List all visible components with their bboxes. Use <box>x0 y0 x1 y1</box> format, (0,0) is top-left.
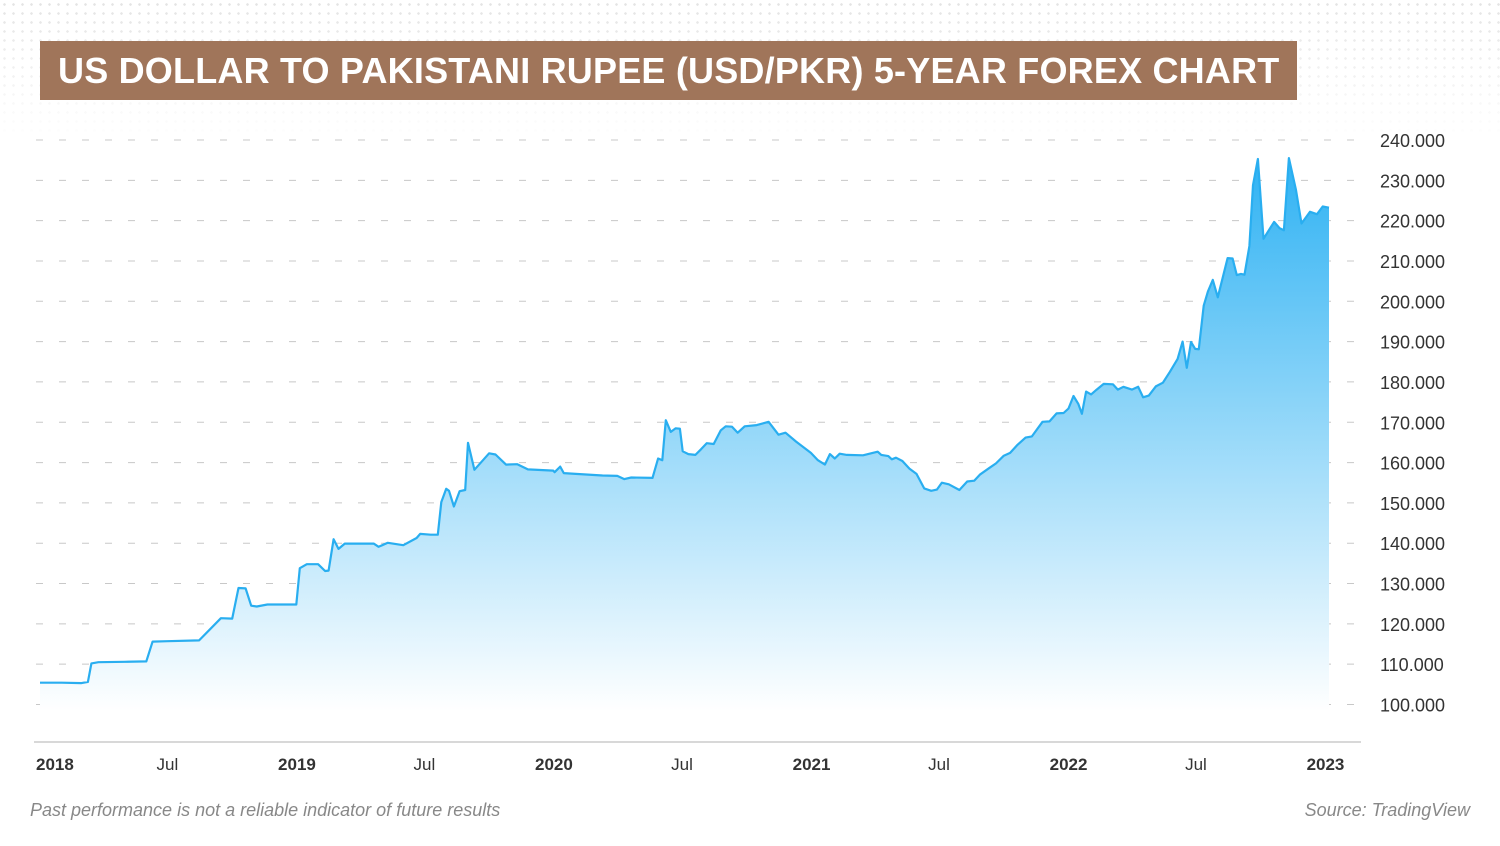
y-tick-label: 230.000 <box>1380 171 1445 191</box>
y-tick-label: 120.000 <box>1380 615 1445 635</box>
y-tick-label: 100.000 <box>1380 696 1445 716</box>
x-tick-label: Jul <box>928 755 950 774</box>
x-tick-label: Jul <box>671 755 693 774</box>
y-tick-label: 170.000 <box>1380 413 1445 433</box>
y-tick-label: 130.000 <box>1380 575 1445 595</box>
y-tick-label: 160.000 <box>1380 454 1445 474</box>
y-tick-label: 140.000 <box>1380 534 1445 554</box>
x-tick-label: 2020 <box>535 755 573 774</box>
area-fill <box>40 158 1329 712</box>
chart-title: US DOLLAR TO PAKISTANI RUPEE (USD/PKR) 5… <box>58 49 1280 91</box>
y-tick-label: 210.000 <box>1380 252 1445 272</box>
y-tick-label: 200.000 <box>1380 292 1445 312</box>
x-tick-label: 2023 <box>1307 755 1345 774</box>
y-tick-label: 240.000 <box>1380 131 1445 151</box>
y-tick-label: 110.000 <box>1380 655 1444 675</box>
x-axis: 2018 Jul 2019 Jul 2020 Jul 2021 Jul 2022 Jul 2023 <box>36 755 1344 774</box>
x-tick-label: Jul <box>157 755 179 774</box>
x-tick-label: 2018 <box>36 755 74 774</box>
y-tick-label: 180.000 <box>1380 373 1445 393</box>
source-attribution: Source: TradingView <box>1304 800 1470 820</box>
x-tick-label: 2019 <box>278 755 316 774</box>
y-tick-label: 190.000 <box>1380 333 1445 353</box>
x-tick-label: Jul <box>414 755 436 774</box>
disclaimer-text: Past performance is not a reliable indic… <box>30 800 501 820</box>
y-axis: 100.000 110.000 120.000 130.000 140.000 150.0… <box>1380 131 1445 716</box>
y-tick-label: 220.000 <box>1380 212 1445 232</box>
chart-title-banner: US DOLLAR TO PAKISTANI RUPEE (USD/PKR) 5… <box>40 41 1298 100</box>
x-tick-label: 2021 <box>793 755 831 774</box>
x-tick-label: 2022 <box>1050 755 1088 774</box>
y-tick-label: 150.000 <box>1380 494 1445 514</box>
x-tick-label: Jul <box>1185 755 1207 774</box>
series-line <box>40 157 1330 685</box>
